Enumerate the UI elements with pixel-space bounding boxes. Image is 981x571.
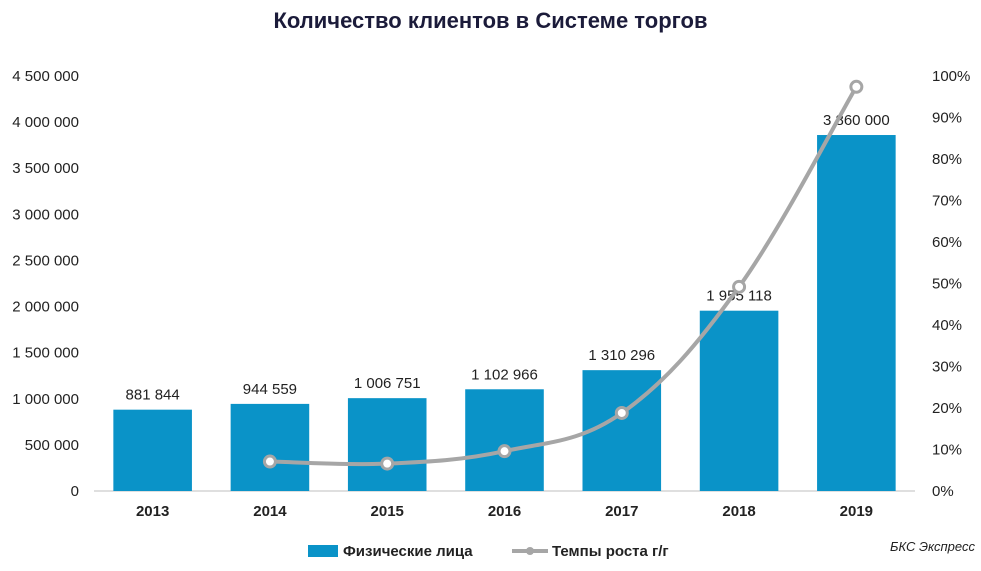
bar <box>347 398 427 491</box>
growth-point <box>849 79 864 94</box>
bar-value-label: 1 955 118 <box>706 288 772 305</box>
y-axis-right: 0% 10% 20% 30% 40% 50% 60% 70% 80% 90% 100% <box>932 68 970 500</box>
bar <box>817 135 896 491</box>
y-right-tick-label: 10% <box>932 442 962 459</box>
y-right-tick-label: 60% <box>932 234 962 251</box>
y-right-tick-label: 40% <box>932 317 962 334</box>
bar-value-label: 1 006 751 <box>354 375 421 392</box>
legend-swatch-marker <box>526 547 534 555</box>
bar-data-labels: 881 844 944 559 1 006 751 1 102 966 1 310 29… <box>126 112 890 404</box>
bar <box>699 310 779 491</box>
y-left-tick-label: 2 500 000 <box>12 252 79 269</box>
x-tick-label: 2013 <box>136 503 169 520</box>
bar-value-label: 944 559 <box>243 381 297 398</box>
y-right-tick-label: 20% <box>932 400 962 417</box>
x-axis: 2013 2014 2015 2016 2017 2018 2019 <box>136 503 873 520</box>
y-left-tick-label: 2 000 000 <box>12 299 79 316</box>
chart-title: Количество клиентов в Системе торгов <box>273 8 708 33</box>
bar <box>465 389 544 491</box>
bar <box>230 403 310 491</box>
growth-point <box>380 456 395 471</box>
legend-swatch-bars <box>308 545 338 557</box>
bar-value-label: 1 310 296 <box>588 347 655 364</box>
growth-point <box>732 279 747 294</box>
y-right-tick-label: 50% <box>932 276 962 293</box>
legend: Физические лица Темпы роста г/г <box>308 543 669 560</box>
y-right-tick-label: 90% <box>932 110 962 127</box>
growth-point <box>262 454 277 469</box>
x-tick-label: 2016 <box>488 503 521 520</box>
source-label: БКС Экспресс <box>890 539 975 554</box>
legend-label-bars: Физические лица <box>343 543 473 560</box>
y-right-tick-label: 0% <box>932 483 954 500</box>
growth-point <box>497 444 512 459</box>
y-left-tick-label: 3 000 000 <box>12 206 79 223</box>
y-right-tick-label: 80% <box>932 151 962 168</box>
x-tick-label: 2018 <box>722 503 755 520</box>
bar-value-label: 881 844 <box>126 387 180 404</box>
y-left-tick-label: 4 000 000 <box>12 114 79 131</box>
y-left-tick-label: 1 000 000 <box>12 391 79 408</box>
x-tick-label: 2019 <box>840 503 873 520</box>
bar-series <box>113 135 896 491</box>
y-right-tick-label: 30% <box>932 359 962 376</box>
x-tick-label: 2014 <box>253 503 287 520</box>
y-left-tick-label: 500 000 <box>25 437 79 454</box>
y-left-tick-label: 3 500 000 <box>12 160 79 177</box>
growth-line-series <box>262 79 864 471</box>
y-left-tick-label: 4 500 000 <box>12 68 79 85</box>
x-tick-label: 2017 <box>605 503 638 520</box>
y-left-tick-label: 0 <box>71 483 79 500</box>
y-right-tick-label: 70% <box>932 193 962 210</box>
growth-point <box>614 405 629 420</box>
y-right-tick-label: 100% <box>932 68 970 85</box>
x-tick-label: 2015 <box>371 503 404 520</box>
y-left-tick-label: 1 500 000 <box>12 345 79 362</box>
legend-label-line: Темпы роста г/г <box>552 543 669 560</box>
bar <box>113 409 192 491</box>
bar-value-label: 1 102 966 <box>471 366 538 383</box>
y-axis-left: 0 500 000 1 000 000 1 500 000 2 000 000 2 500… <box>12 68 79 500</box>
